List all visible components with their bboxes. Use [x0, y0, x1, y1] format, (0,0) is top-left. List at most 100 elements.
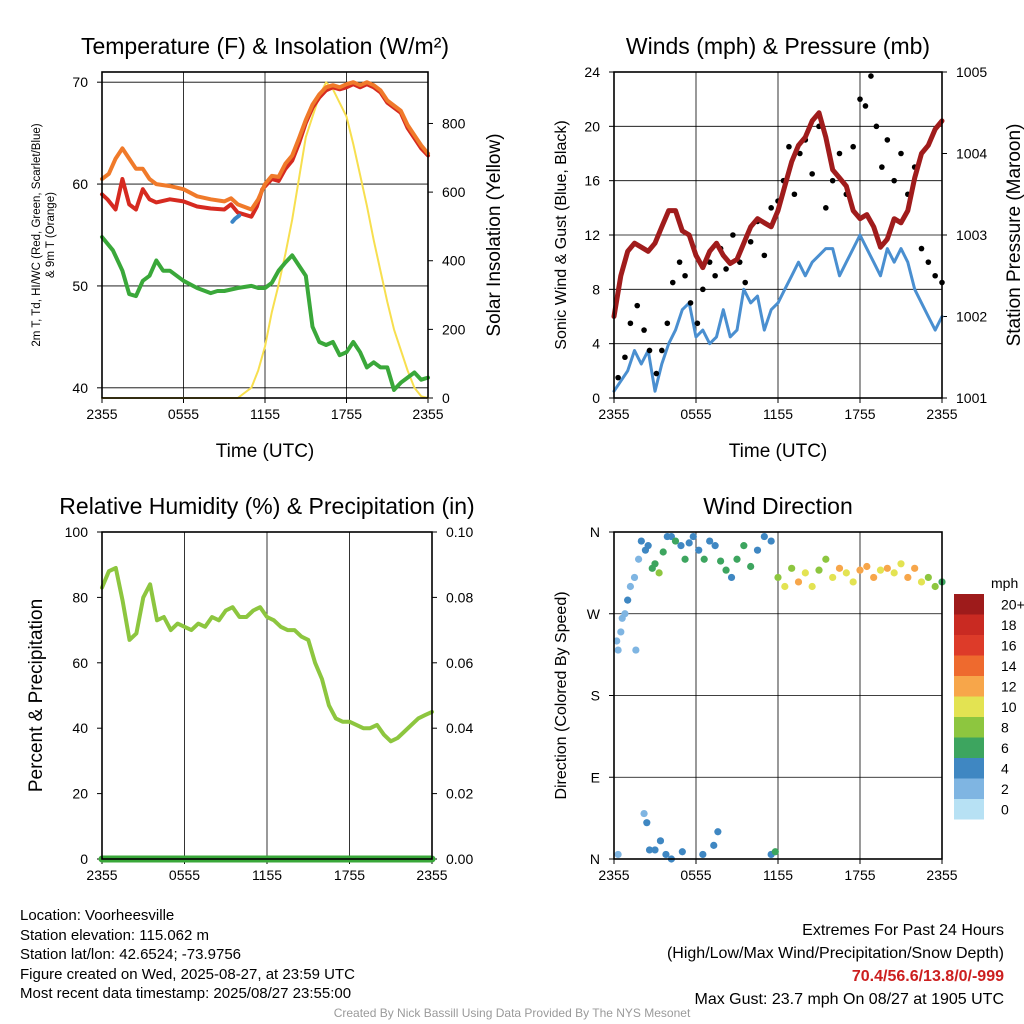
y-axis-label: Sonic Wind & Gust (Blue, Black): [553, 120, 570, 349]
plot-frame: [613, 531, 943, 860]
direction-point: [808, 582, 816, 591]
gust-point: [786, 143, 792, 150]
x-tick-label: 1755: [334, 867, 365, 883]
most-recent-data: Most recent data timestamp: 2025/08/27 2…: [20, 985, 352, 1002]
direction-point: [689, 532, 697, 541]
direction-point: [655, 569, 663, 577]
y2-axis-label: Solar Insolation (Yellow): [484, 133, 505, 336]
y-tick-label: 80: [72, 589, 88, 605]
direction-point: [883, 564, 891, 572]
legend-swatch: [954, 799, 984, 820]
series-line-9m-t: [100, 80, 430, 212]
legend-label: 6: [1001, 740, 1009, 756]
x-axis-label: Time (UTC): [729, 441, 828, 462]
gust-point: [646, 347, 653, 354]
y-axis-label: Direction (Colored By Speed): [553, 591, 570, 799]
direction-point: [876, 566, 885, 574]
direction-point: [931, 582, 939, 591]
y2-tick-label: 1001: [956, 390, 987, 406]
x-tick-label: 0555: [168, 406, 199, 422]
x-tick-label: 1155: [763, 406, 793, 422]
y-tick-label: 40: [72, 380, 88, 396]
gust-point: [836, 150, 843, 157]
legend-swatch: [954, 758, 984, 779]
gust-point: [742, 279, 748, 286]
direction-point: [822, 555, 830, 563]
relative-humidity-line: [100, 566, 434, 744]
direction-point: [624, 596, 632, 604]
direction-point: [678, 848, 686, 856]
direction-point: [711, 542, 719, 550]
direction-point: [863, 562, 871, 571]
x-tick-label: 1755: [844, 406, 875, 422]
direction-point: [617, 628, 625, 636]
gust-point: [676, 259, 683, 265]
y-tick-label: 0: [592, 390, 600, 406]
extremes-subtitle: (High/Low/Max Wind/Precipitation/Snow De…: [666, 945, 1004, 962]
gust-point: [829, 177, 836, 184]
direction-point: [801, 569, 809, 577]
direction-point: [890, 569, 898, 577]
gust-point: [712, 272, 718, 279]
x-tick-label: 0555: [680, 406, 711, 422]
direction-point: [699, 850, 707, 859]
gust-point: [791, 191, 798, 198]
y-tick-label: 40: [72, 720, 88, 736]
gust-point: [723, 266, 729, 272]
x-tick-label: 2355: [416, 867, 447, 883]
gust-point: [879, 164, 885, 170]
direction-point: [644, 542, 652, 550]
direction-point: [767, 537, 775, 545]
direction-point: [681, 555, 689, 563]
direction-point: [717, 557, 725, 565]
direction-point: [774, 573, 782, 582]
direction-point: [740, 542, 748, 550]
direction-point: [640, 809, 648, 818]
legend-label: 8: [1001, 719, 1009, 735]
legend-swatch: [954, 717, 984, 738]
direction-point: [911, 564, 919, 572]
winds-panel-title: Winds (mph) & Pressure (mb): [626, 33, 930, 59]
legend-label: 20+: [1001, 596, 1024, 612]
temperature-panel: 2355 0555 1155 1755 2355 40 50 60 70 0 200 400 600 80…: [31, 33, 505, 462]
legend-swatch: [954, 594, 984, 615]
legend-swatch: [954, 655, 984, 676]
gust-point: [884, 137, 891, 143]
plot-frame: [613, 71, 943, 399]
direction-point: [645, 846, 654, 854]
gust-point: [634, 302, 641, 309]
x-tick-label: 2355: [598, 867, 629, 883]
direction-point: [632, 646, 640, 654]
direction-point: [794, 578, 803, 586]
direction-point: [626, 582, 635, 591]
station-info: Location: Voorheesville Station elevatio…: [20, 906, 355, 1004]
gust-point: [622, 354, 628, 361]
x-tick-label: 2355: [86, 867, 117, 883]
y2-tick-label: 800: [442, 115, 466, 131]
gust-point: [682, 272, 688, 279]
figure-created: Figure created on Wed, 2025-08-27, at 23…: [20, 965, 355, 983]
station-location: Location: Voorheesville: [20, 907, 175, 924]
direction-point: [635, 555, 643, 563]
direction-point: [733, 555, 741, 563]
gust-point: [857, 96, 863, 102]
station-latlon: Station lat/lon: 42.6524; -73.9756: [20, 946, 242, 963]
direction-point: [651, 560, 659, 568]
extremes-values: 70.4/56.6/13.8/0/-999: [851, 968, 1004, 985]
temperature-panel-title: Temperature (F) & Insolation (W/m²): [81, 33, 449, 59]
credit-line: Created By Nick Bassill Using Data Provi…: [333, 1006, 691, 1020]
gust-point: [659, 347, 665, 354]
x-tick-label: 2355: [926, 406, 957, 422]
y2-tick-label: 0: [442, 390, 450, 406]
legend-label: 12: [1001, 678, 1017, 694]
direction-point: [924, 573, 932, 582]
y-tick-label: 60: [72, 655, 88, 671]
x-tick-label: 0555: [169, 867, 200, 883]
x-tick-label: 2355: [598, 406, 629, 422]
y2-tick-label: 0.04: [446, 720, 473, 736]
y-tick-label: 0: [80, 851, 88, 867]
y2-tick-label: 0.10: [446, 524, 473, 540]
y-tick-label: 4: [592, 336, 600, 352]
station-pressure-line: [611, 110, 945, 319]
gust-point: [823, 205, 829, 211]
